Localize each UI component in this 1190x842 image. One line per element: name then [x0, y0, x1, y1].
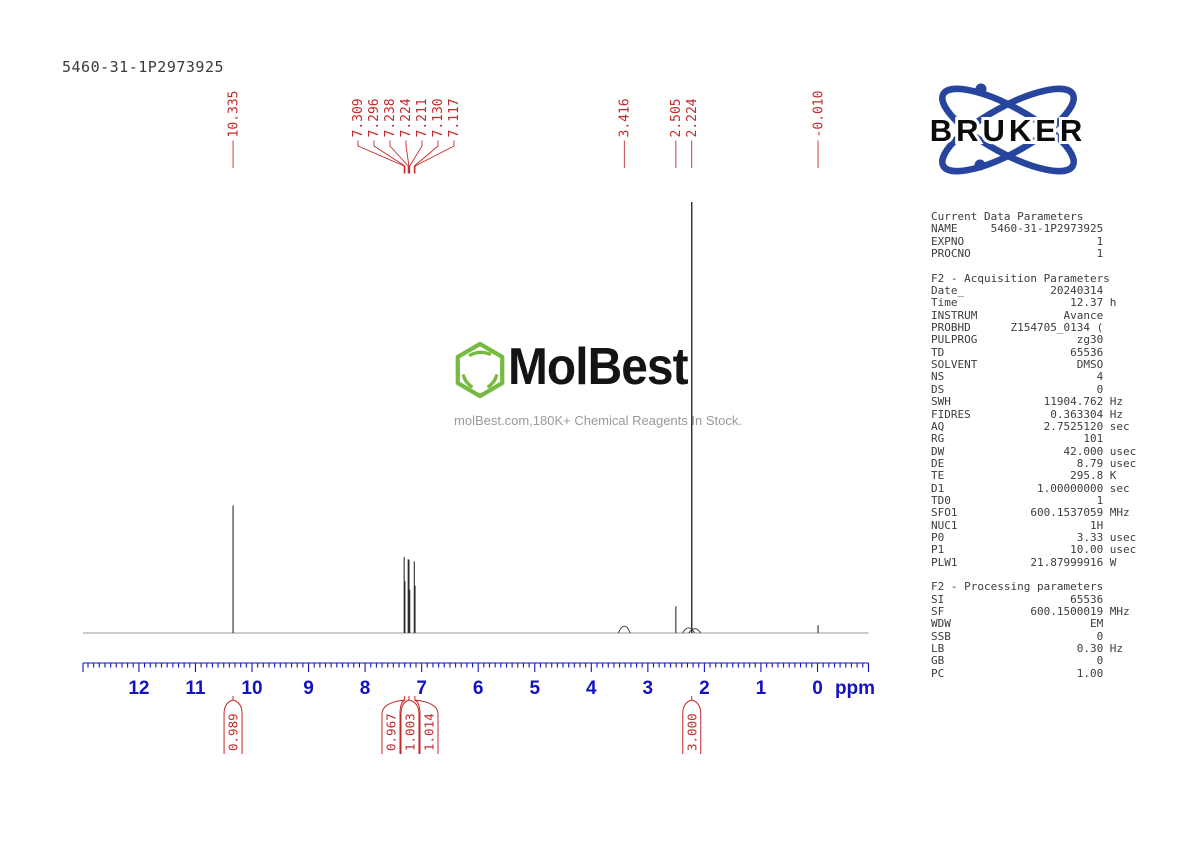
peak-ppm-label: 2.505	[669, 98, 684, 137]
molbest-wordmark: MolBest	[508, 338, 689, 396]
x-axis-tick-labels: 12 11 10 9 8 7 6 5 4 3 2 1 0 ppm	[128, 678, 875, 699]
peak-leader-line	[405, 140, 410, 174]
peak-ppm-label: 3.416	[618, 98, 633, 137]
svg-text:0: 0	[812, 678, 823, 699]
integral-value: 1.003	[403, 713, 418, 751]
svg-text:3: 3	[643, 678, 654, 699]
peak-leader-line	[409, 140, 423, 174]
svg-text:2: 2	[699, 678, 710, 699]
peak-ppm-label: 7.117	[447, 98, 462, 137]
peak-ppm-label: 7.309	[351, 98, 366, 137]
svg-text:4: 4	[586, 678, 597, 699]
integral-bracket	[414, 696, 439, 754]
peak-leader-line	[357, 140, 405, 174]
bruker-wordmark: BRUKER	[930, 113, 1087, 148]
peak-leader-line	[373, 140, 406, 174]
integral-group: 0.989 0.967 1.003 1.014 3.000	[223, 696, 702, 754]
peak-ppm-label: 7.296	[367, 98, 382, 137]
integral-value: 3.000	[684, 713, 699, 751]
integral-value: 1.014	[422, 713, 437, 751]
integral-value: 0.989	[226, 713, 241, 751]
peak-leader-line	[413, 140, 439, 174]
parameter-panel: Current Data Parameters NAME 5460-31-1P2…	[931, 210, 1137, 680]
benzene-hexagon-icon	[455, 341, 505, 399]
molbest-caption: molBest.com,180K+ Chemical Reagents In S…	[454, 413, 742, 428]
peak-ppm-label: 2.224	[685, 98, 700, 137]
integral-bracket	[400, 696, 420, 754]
svg-text:9: 9	[303, 678, 314, 699]
integral-bracket	[682, 696, 702, 754]
svg-text:7: 7	[416, 678, 427, 699]
peak-leader-line	[389, 140, 409, 174]
spectrum-trace	[83, 202, 869, 634]
svg-text:11: 11	[185, 678, 206, 699]
x-axis-unit-label: ppm	[835, 678, 875, 699]
peak-ppm-label: -0.010	[811, 91, 826, 138]
parameter-text: Current Data Parameters NAME 5460-31-1P2…	[931, 210, 1137, 680]
atom-orbits-icon	[939, 85, 1077, 175]
sample-name-title: 5460-31-1P2973925	[62, 58, 225, 76]
svg-text:1: 1	[756, 678, 767, 699]
x-axis	[82, 662, 870, 672]
peak-leader-line	[414, 140, 455, 174]
peak-ppm-label: 7.211	[415, 98, 430, 137]
peak-ppm-label: 7.224	[399, 98, 414, 137]
bruker-logo: BRUKER	[927, 83, 1087, 175]
svg-text:8: 8	[360, 678, 371, 699]
integral-value: 0.967	[384, 713, 399, 751]
svg-text:10: 10	[241, 678, 262, 699]
svg-text:12: 12	[128, 678, 149, 699]
peak-ppm-label: 10.335	[226, 91, 241, 138]
integral-bracket	[223, 696, 243, 754]
svg-text:5: 5	[529, 678, 540, 699]
svg-text:6: 6	[473, 678, 484, 699]
peak-label-group: 10.335 7.309 7.296 7.238 7.224 7.211 7.130 7.11…	[226, 91, 826, 174]
integral-bracket	[381, 696, 406, 754]
peak-ppm-label: 7.238	[383, 98, 398, 137]
peak-ppm-label: 7.130	[431, 98, 446, 137]
